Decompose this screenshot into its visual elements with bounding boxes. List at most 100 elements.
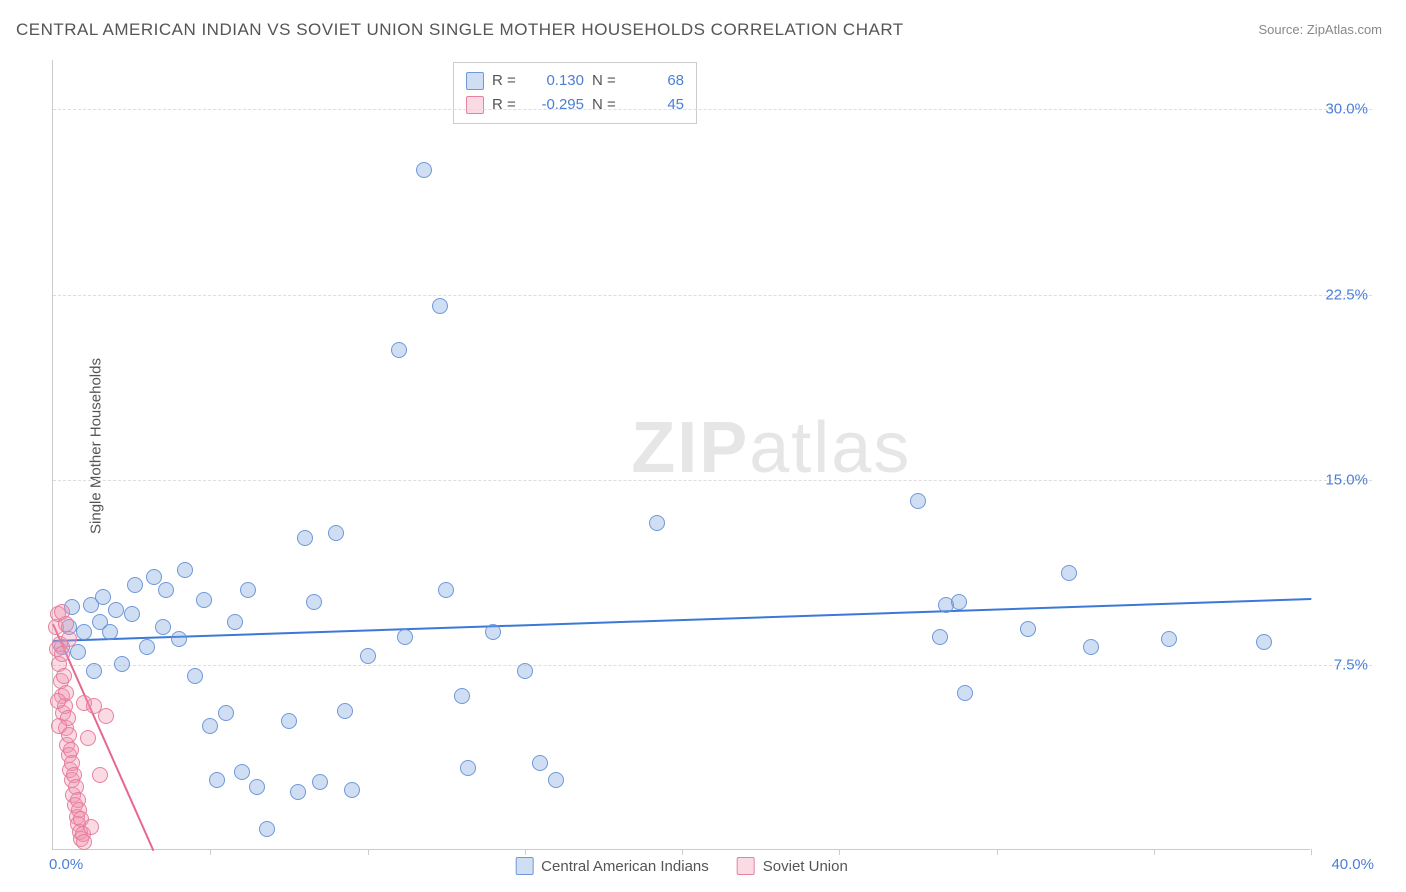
scatter-point-blue	[127, 577, 143, 593]
gridline	[53, 109, 1372, 110]
scatter-point-blue	[102, 624, 118, 640]
scatter-point-blue	[454, 688, 470, 704]
r-label: R =	[492, 93, 520, 117]
scatter-point-blue	[951, 594, 967, 610]
scatter-point-pink	[98, 708, 114, 724]
legend-item-blue: Central American Indians	[515, 857, 709, 875]
n-value-blue: 68	[628, 69, 684, 93]
scatter-point-blue	[249, 779, 265, 795]
bottom-legend: Central American Indians Soviet Union	[515, 857, 848, 875]
scatter-point-blue	[532, 755, 548, 771]
scatter-point-blue	[290, 784, 306, 800]
scatter-point-blue	[328, 525, 344, 541]
legend-swatch-blue-icon	[515, 857, 533, 875]
scatter-point-blue	[312, 774, 328, 790]
plot-area: ZIPatlas R = 0.130 N = 68 R = -0.295 N =…	[52, 60, 1310, 850]
r-value-pink: -0.295	[528, 93, 584, 117]
scatter-point-pink	[61, 631, 77, 647]
r-value-blue: 0.130	[528, 69, 584, 93]
y-tick-label: 15.0%	[1310, 471, 1368, 488]
scatter-point-blue	[259, 821, 275, 837]
scatter-point-blue	[76, 624, 92, 640]
scatter-point-blue	[86, 663, 102, 679]
scatter-point-blue	[1161, 631, 1177, 647]
stats-legend: R = 0.130 N = 68 R = -0.295 N = 45	[453, 62, 697, 124]
scatter-point-blue	[171, 631, 187, 647]
scatter-point-blue	[438, 582, 454, 598]
x-tick	[1311, 849, 1312, 855]
n-label: N =	[592, 93, 620, 117]
scatter-point-blue	[108, 602, 124, 618]
scatter-point-blue	[391, 342, 407, 358]
scatter-point-blue	[124, 606, 140, 622]
legend-item-pink: Soviet Union	[737, 857, 848, 875]
x-tick	[682, 849, 683, 855]
scatter-point-blue	[517, 663, 533, 679]
scatter-point-blue	[397, 629, 413, 645]
scatter-point-blue	[1061, 565, 1077, 581]
gridline	[53, 480, 1372, 481]
x-tick-last: 40.0%	[1331, 856, 1374, 873]
scatter-point-blue	[337, 703, 353, 719]
scatter-point-blue	[416, 162, 432, 178]
r-label: R =	[492, 69, 520, 93]
x-tick	[839, 849, 840, 855]
scatter-point-blue	[95, 589, 111, 605]
scatter-point-blue	[297, 530, 313, 546]
y-tick-label: 30.0%	[1310, 101, 1368, 118]
scatter-point-blue	[158, 582, 174, 598]
swatch-blue-icon	[466, 72, 484, 90]
scatter-point-blue	[155, 619, 171, 635]
scatter-point-pink	[50, 693, 66, 709]
stats-row-blue: R = 0.130 N = 68	[466, 69, 684, 93]
scatter-point-pink	[58, 616, 74, 632]
scatter-point-blue	[460, 760, 476, 776]
scatter-point-blue	[957, 685, 973, 701]
scatter-point-blue	[1256, 634, 1272, 650]
scatter-point-blue	[187, 668, 203, 684]
x-tick	[997, 849, 998, 855]
source-label: Source: ZipAtlas.com	[1258, 22, 1382, 37]
chart-title: CENTRAL AMERICAN INDIAN VS SOVIET UNION …	[16, 20, 904, 40]
scatter-point-pink	[83, 819, 99, 835]
scatter-point-blue	[196, 592, 212, 608]
scatter-point-blue	[932, 629, 948, 645]
scatter-point-pink	[92, 767, 108, 783]
scatter-point-blue	[360, 648, 376, 664]
chart-container: CENTRAL AMERICAN INDIAN VS SOVIET UNION …	[0, 0, 1406, 892]
scatter-point-blue	[548, 772, 564, 788]
scatter-point-blue	[202, 718, 218, 734]
scatter-point-blue	[227, 614, 243, 630]
scatter-point-blue	[218, 705, 234, 721]
scatter-point-blue	[1083, 639, 1099, 655]
y-tick-label: 22.5%	[1310, 286, 1368, 303]
scatter-point-pink	[56, 668, 72, 684]
scatter-point-blue	[209, 772, 225, 788]
x-tick	[525, 849, 526, 855]
scatter-point-blue	[344, 782, 360, 798]
legend-label-blue: Central American Indians	[541, 858, 709, 875]
scatter-point-blue	[281, 713, 297, 729]
scatter-point-blue	[146, 569, 162, 585]
swatch-pink-icon	[466, 96, 484, 114]
watermark: ZIPatlas	[631, 407, 911, 489]
legend-swatch-pink-icon	[737, 857, 755, 875]
scatter-point-pink	[54, 646, 70, 662]
gridline	[53, 295, 1372, 296]
y-tick-label: 7.5%	[1310, 656, 1368, 673]
n-value-pink: 45	[628, 93, 684, 117]
scatter-point-blue	[234, 764, 250, 780]
scatter-point-blue	[1020, 621, 1036, 637]
x-tick	[210, 849, 211, 855]
scatter-point-blue	[485, 624, 501, 640]
x-tick-first: 0.0%	[49, 856, 83, 873]
gridline	[53, 665, 1372, 666]
scatter-point-blue	[432, 298, 448, 314]
x-tick	[1154, 849, 1155, 855]
scatter-point-pink	[76, 834, 92, 850]
scatter-point-blue	[240, 582, 256, 598]
scatter-point-pink	[51, 718, 67, 734]
scatter-point-blue	[649, 515, 665, 531]
scatter-point-blue	[910, 493, 926, 509]
watermark-rest: atlas	[749, 408, 911, 488]
